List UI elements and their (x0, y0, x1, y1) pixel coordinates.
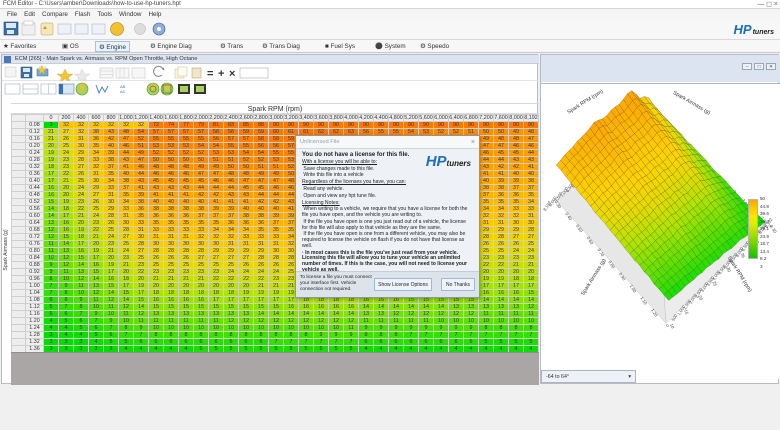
svg-text:×: × (229, 68, 235, 80)
svg-text:AC: AC (120, 89, 126, 94)
svg-text:Spark Airmass (g): Spark Airmass (g) (3, 229, 9, 270)
svg-text:=: = (207, 68, 213, 80)
svg-text:+: + (218, 68, 224, 80)
